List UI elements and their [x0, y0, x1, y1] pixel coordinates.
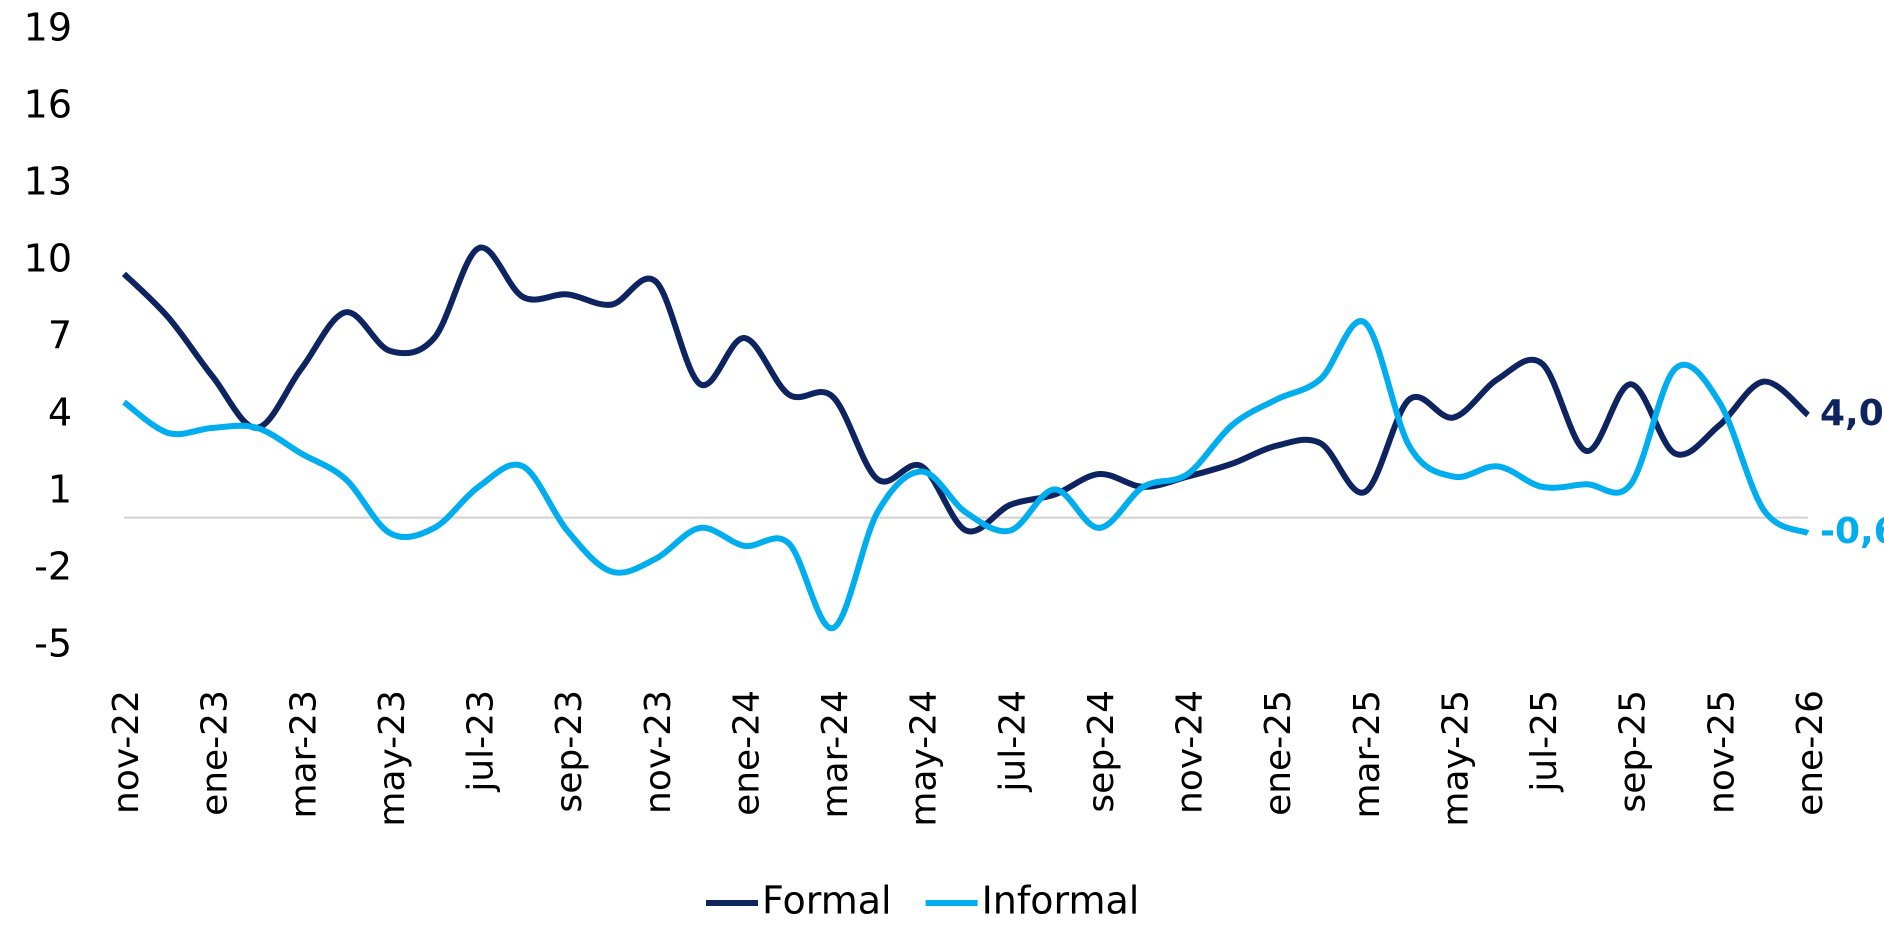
legend-label: Informal	[982, 879, 1140, 923]
y-tick-label: -5	[34, 622, 72, 666]
x-tick-label: mar-25	[1347, 690, 1388, 818]
legend-label: Formal	[762, 879, 892, 923]
x-tick-label: jul-25	[1524, 690, 1565, 793]
x-tick-label: sep-25	[1613, 690, 1654, 813]
data-label: -0,6	[1820, 511, 1884, 552]
x-tick-label: jul-24	[992, 690, 1033, 793]
y-tick-label: 16	[24, 83, 72, 127]
y-tick-label: 19	[24, 6, 72, 50]
x-tick-label: jul-23	[461, 690, 502, 793]
y-tick-label: 4	[48, 391, 72, 435]
x-tick-label: ene-26	[1790, 690, 1831, 816]
x-tick-label: ene-23	[195, 690, 236, 816]
y-tick-label: 1	[48, 468, 72, 512]
y-tick-label: 13	[24, 160, 72, 204]
line	[121, 244, 1810, 535]
x-tick-label: may-23	[372, 690, 413, 827]
x-tick-label: nov-22	[106, 690, 147, 814]
y-tick-label: 7	[48, 314, 72, 358]
x-tick-label: may-24	[904, 690, 945, 827]
x-tick-label: nov-23	[638, 690, 679, 814]
x-tick-label: sep-24	[1081, 690, 1122, 813]
data-label: 4,0	[1820, 393, 1884, 434]
line	[122, 318, 1810, 632]
x-tick-label: sep-23	[549, 690, 590, 813]
x-tick-label: ene-24	[726, 690, 767, 816]
x-tick-label: mar-24	[815, 690, 856, 818]
y-tick-label: 10	[24, 237, 72, 281]
x-tick-label: mar-23	[283, 690, 324, 818]
x-tick-label: nov-24	[1170, 690, 1211, 814]
x-tick-label: may-25	[1435, 690, 1476, 827]
x-tick-label: nov-25	[1701, 690, 1742, 814]
x-tick-label: ene-25	[1258, 690, 1299, 816]
y-tick-label: -2	[34, 545, 72, 589]
